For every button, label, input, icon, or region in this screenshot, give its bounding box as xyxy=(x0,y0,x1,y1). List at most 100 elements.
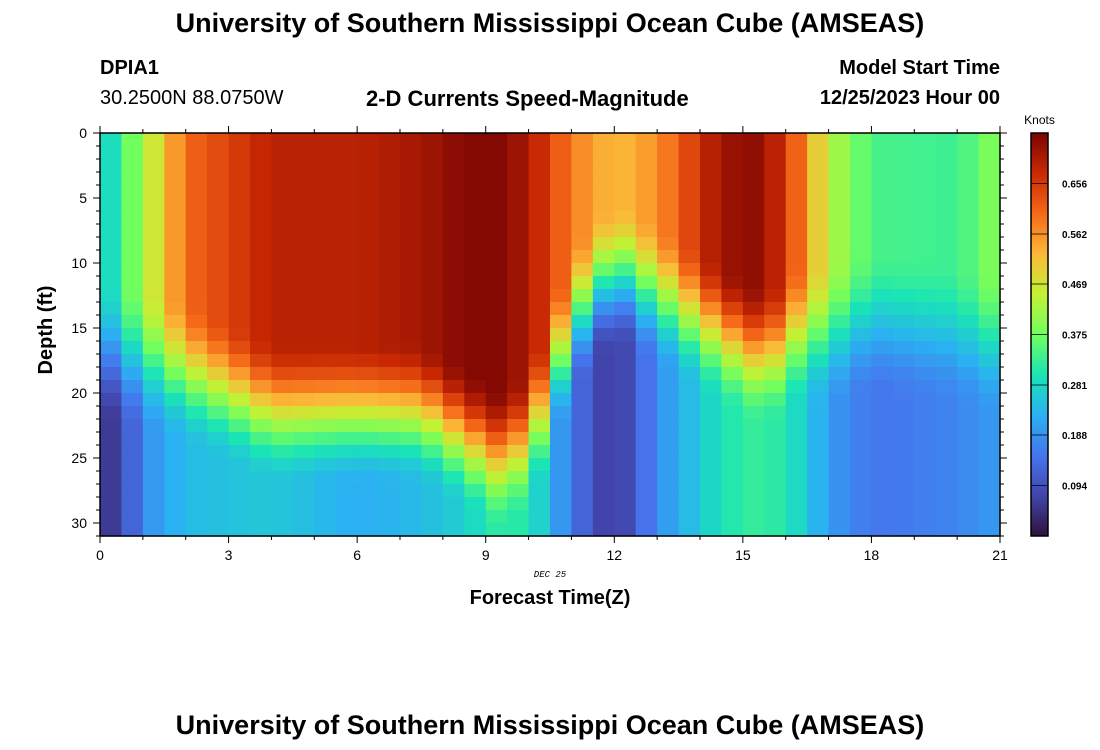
heatmap-cell xyxy=(507,458,530,472)
heatmap-cell xyxy=(442,172,465,186)
heatmap-cell xyxy=(121,393,144,407)
heatmap-cell xyxy=(678,276,701,290)
heatmap-cell xyxy=(550,393,573,407)
heatmap-cell xyxy=(635,458,658,472)
heatmap-cell xyxy=(635,471,658,485)
heatmap-cell xyxy=(271,237,294,251)
heatmap-cell xyxy=(550,510,573,524)
heatmap-cell xyxy=(400,367,423,381)
heatmap-cell xyxy=(828,315,851,329)
heatmap-cell xyxy=(785,315,808,329)
heatmap-cell xyxy=(807,276,830,290)
heatmap-cell xyxy=(528,133,551,147)
heatmap-cell xyxy=(142,380,165,394)
heatmap-cell xyxy=(657,471,680,485)
heatmap-cell xyxy=(335,458,358,472)
heatmap-cell xyxy=(464,523,487,537)
heatmap-cell xyxy=(271,172,294,186)
heatmap-cell xyxy=(978,315,1001,329)
heatmap-cell xyxy=(292,172,315,186)
heatmap-cell xyxy=(314,471,337,485)
heatmap-cell xyxy=(121,224,144,238)
heatmap-cell xyxy=(742,523,765,537)
heatmap-cell xyxy=(357,198,380,212)
heatmap-cell xyxy=(507,510,530,524)
heatmap-cell xyxy=(550,458,573,472)
heatmap-cell xyxy=(528,445,551,459)
heatmap-cell xyxy=(507,289,530,303)
heatmap-cell xyxy=(978,172,1001,186)
heatmap-cell xyxy=(957,367,980,381)
heatmap-cell xyxy=(100,263,123,277)
heatmap-cell xyxy=(614,380,637,394)
heatmap-cell xyxy=(378,172,401,186)
heatmap-cell xyxy=(271,445,294,459)
heatmap-cell xyxy=(678,432,701,446)
heatmap-cell xyxy=(635,484,658,498)
heatmap-cell xyxy=(292,393,315,407)
heatmap-cell xyxy=(721,146,744,160)
heatmap-cell xyxy=(657,237,680,251)
heatmap-cell xyxy=(957,354,980,368)
heatmap-cell xyxy=(335,497,358,511)
heatmap-cell xyxy=(271,315,294,329)
heatmap-cell xyxy=(485,354,508,368)
heatmap-cell xyxy=(292,289,315,303)
heatmap-cell xyxy=(528,419,551,433)
heatmap-cell xyxy=(485,146,508,160)
heatmap-cell xyxy=(635,302,658,316)
heatmap-cell xyxy=(614,315,637,329)
heatmap-cell xyxy=(421,497,444,511)
heatmap-cell xyxy=(442,146,465,160)
heatmap-cell xyxy=(314,523,337,537)
heatmap-cell xyxy=(700,263,723,277)
heatmap-cell xyxy=(764,341,787,355)
heatmap-cell xyxy=(207,133,230,147)
heatmap-cell xyxy=(550,198,573,212)
heatmap-cell xyxy=(507,380,530,394)
heatmap-cell xyxy=(335,393,358,407)
heatmap-cell xyxy=(400,471,423,485)
heatmap-cell xyxy=(421,250,444,264)
heatmap-cell xyxy=(485,211,508,225)
heatmap-cell xyxy=(121,458,144,472)
heatmap-cell xyxy=(185,146,208,160)
heatmap-cell xyxy=(614,445,637,459)
heatmap-cell xyxy=(271,484,294,498)
heatmap-cell xyxy=(207,146,230,160)
heatmap-cell xyxy=(742,172,765,186)
heatmap-cell xyxy=(807,523,830,537)
heatmap-cell xyxy=(678,484,701,498)
heatmap-cell xyxy=(785,380,808,394)
heatmap-cell xyxy=(207,198,230,212)
heatmap-cell xyxy=(164,328,187,342)
heatmap-cell xyxy=(271,211,294,225)
heatmap-cell xyxy=(528,211,551,225)
heatmap-cell xyxy=(764,445,787,459)
heatmap-cell xyxy=(250,172,273,186)
heatmap-cell xyxy=(700,133,723,147)
heatmap-cell xyxy=(378,510,401,524)
heatmap-cell xyxy=(442,471,465,485)
heatmap-cell xyxy=(207,497,230,511)
heatmap-cell xyxy=(507,146,530,160)
heatmap-cell xyxy=(742,341,765,355)
heatmap-cell xyxy=(100,445,123,459)
heatmap-cell xyxy=(635,263,658,277)
heatmap-cell xyxy=(292,276,315,290)
heatmap-cell xyxy=(185,458,208,472)
heatmap-cell xyxy=(185,328,208,342)
heatmap-cell xyxy=(100,315,123,329)
heatmap-cell xyxy=(571,250,594,264)
heatmap-cell xyxy=(357,367,380,381)
heatmap-cell xyxy=(335,224,358,238)
heatmap-cell xyxy=(957,263,980,277)
heatmap-cell xyxy=(185,237,208,251)
heatmap-cell xyxy=(935,484,958,498)
x-tick-label: 3 xyxy=(225,547,233,563)
heatmap-cell xyxy=(657,380,680,394)
heatmap-cell xyxy=(464,510,487,524)
heatmap-cell xyxy=(378,354,401,368)
heatmap-cell xyxy=(528,380,551,394)
heatmap-cell xyxy=(271,458,294,472)
